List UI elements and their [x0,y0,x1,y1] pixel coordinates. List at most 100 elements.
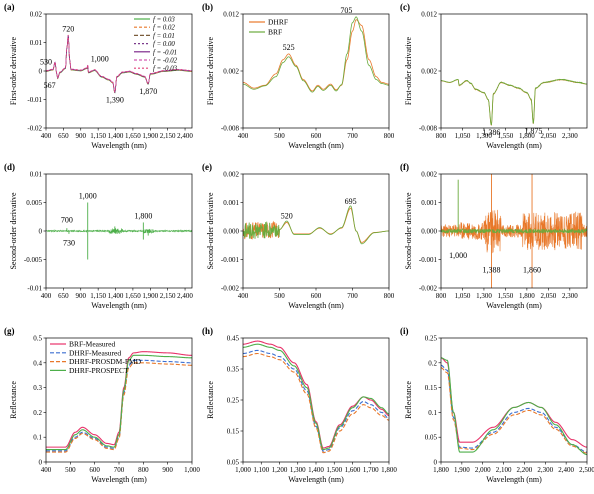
y-tick-label: 0.000 [223,228,239,236]
data-label: 1,870 [139,87,157,96]
series-line [441,367,587,454]
data-label: 1,875 [524,126,542,135]
panel-2: (b) 400 500 600 700 800 -0.008 0.002 0.012 Wavele… [202,2,395,150]
plot-frame [45,13,193,129]
y-tick-label: 0 [39,459,43,467]
x-tick-label: 900 [76,292,87,300]
y-tick-label: 0.002 [223,68,239,76]
x-axis-label: Wavelength (nm) [288,301,344,310]
x-tick-label: 650 [58,292,69,300]
y-tick-label: 0 [39,228,43,236]
x-tick-label: 1,000 [235,466,251,474]
x-tick-label: 1,000 [184,466,200,474]
x-tick-label: 1,300 [290,466,306,474]
data-label: 700 [61,215,73,224]
plot-frame [440,337,588,463]
x-tick-label: 500 [274,292,285,300]
series-line [441,357,587,448]
x-tick-label: 1,800 [433,466,449,474]
y-tick-label: 0.002 [421,171,437,179]
y-tick-label: 0.25 [425,335,438,343]
legend-label: BRF [268,28,282,37]
x-axis-label: Wavelength (nm) [486,301,542,310]
y-tick-label: 0.002 [421,68,437,76]
x-tick-label: 1,900 [142,132,158,140]
data-label: 705 [340,6,352,15]
panel-letter: (b) [202,2,213,12]
y-tick-label: 0.15 [425,384,438,392]
plot-frame [242,173,390,289]
plot-area [243,16,389,93]
data-label: 1,800 [134,211,152,220]
y-tick-label: 0.25 [227,397,240,405]
series-line [441,78,587,126]
x-tick-label: 1,100 [253,466,269,474]
x-tick-label: 1,050 [455,132,471,140]
y-tick-label: 0.01 [30,171,43,179]
legend-label: f = -0.01 [153,49,177,56]
x-tick-label: 400 [41,466,52,474]
y-tick-label: -0.001 [221,256,240,264]
legend-label: DHRF-PROSDM-FMD [69,357,142,366]
y-tick-label: 0.1 [428,409,437,417]
plot-frame [45,337,193,463]
x-tick-label: 2,200 [517,466,533,474]
x-tick-label: 700 [114,466,125,474]
plot-area [243,340,389,454]
plot-area [46,351,192,453]
y-tick-label: -0.002 [419,285,438,293]
x-tick-label: 1,550 [498,292,514,300]
legend: f = 0.03f = 0.02f = 0.01f = 0.00f = -0.0… [134,17,178,73]
x-tick-label: 1,150 [90,292,106,300]
data-label: 530 [40,57,52,66]
plot-area [441,174,587,288]
x-tick-label: 400 [41,132,52,140]
legend-label: f = 0.03 [153,17,175,24]
y-tick-label: 0.01 [30,39,43,47]
y-tick-label: -0.008 [221,125,240,133]
plot-frame [440,13,588,129]
series-line [243,205,389,245]
series-line [441,357,587,456]
series-line [243,349,389,452]
x-tick-label: 1,900 [142,292,158,300]
series-line [243,340,389,449]
x-tick-label: 800 [436,132,447,140]
series-line [243,16,389,93]
x-tick-label: 600 [89,466,100,474]
y-tick-label: 0.002 [223,171,239,179]
x-tick-label: 600 [311,132,322,140]
panel-6: (f) 800 1,050 1,300 1,550 1,800 2,050 2,300 -0.0… [400,162,588,310]
x-tick-label: 1,600 [345,466,361,474]
y-axis-label: First-order derivative [9,36,18,105]
x-tick-label: 1,400 [308,466,324,474]
x-tick-label: 2,100 [496,466,512,474]
x-tick-label: 1,900 [454,466,470,474]
y-tick-label: 0.02 [30,11,43,19]
x-tick-label: 700 [347,292,358,300]
series-line [441,227,587,235]
plot-frame [242,337,390,463]
panel-letter: (e) [202,162,212,172]
series-line [243,19,389,92]
x-tick-label: 2,150 [160,292,176,300]
x-tick-label: 2,400 [558,466,574,474]
x-tick-label: 2,050 [540,132,556,140]
series-line [243,343,389,451]
x-tick-label: 1,650 [125,132,141,140]
plot-frame [242,13,390,129]
data-label: 1,386 [482,128,500,137]
data-label: 520 [281,211,293,220]
x-tick-label: 2,050 [540,292,556,300]
panel-letter: (g) [4,326,15,336]
y-tick-label: -0.001 [419,256,438,264]
legend-label: DHRF-Measured [69,348,121,357]
series-line [46,351,192,448]
series-line [46,228,192,235]
y-tick-label: 0.012 [223,11,239,19]
y-tick-label: 0.1 [33,434,42,442]
legend-label: f = 0.02 [153,25,175,32]
y-tick-label: 0.001 [223,199,239,207]
x-axis-label: Wavelength (nm) [486,475,542,484]
